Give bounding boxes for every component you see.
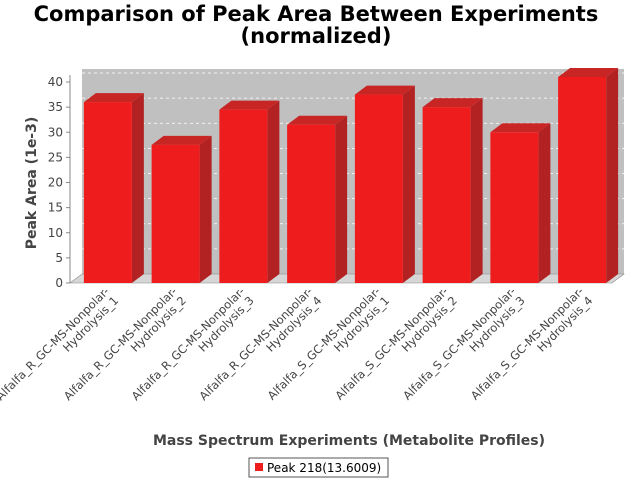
bar-front [83, 102, 132, 283]
bar [287, 115, 348, 284]
y-tick-label: 40 [48, 75, 63, 89]
bar-front [558, 76, 607, 283]
bar-front [354, 94, 403, 283]
bar-top [354, 85, 415, 95]
y-tick-label: 0 [55, 276, 63, 290]
y-axis-ticks: 0 5 10 15 20 25 30 35 40 [48, 75, 70, 290]
bar [151, 135, 212, 283]
bar-top [490, 123, 551, 133]
bars [83, 67, 619, 284]
x-tick-label: Alfalfa_R_GC-MS-Nonpolar-Hydrolysis_3 [129, 284, 257, 412]
bar-side [267, 100, 280, 283]
legend-box [248, 457, 389, 478]
bar [422, 98, 483, 283]
bar-side [199, 135, 212, 283]
y-tick-label: 20 [48, 176, 63, 190]
bar [558, 67, 619, 283]
bar-front [490, 132, 539, 283]
y-axis-label: Peak Area (1e-3) [24, 117, 40, 250]
bar-top [558, 67, 619, 77]
bar-front [422, 107, 471, 283]
x-axis-label: Mass Spectrum Experiments (Metabolite Pr… [153, 433, 545, 449]
bar-top [151, 135, 212, 145]
chart-title: Comparison of Peak Area Between Experime… [34, 2, 599, 26]
legend: Peak 218(13.6009) [248, 457, 389, 478]
bar-side [470, 98, 483, 283]
legend-label: Peak 218(13.6009) [267, 461, 381, 475]
bar-top [219, 100, 280, 110]
bar-side [538, 123, 551, 283]
bar [490, 123, 551, 283]
x-tick-label: Alfalfa_R_GC-MS-Nonpolar-Hydrolysis_2 [61, 284, 189, 412]
bar-front [287, 124, 336, 284]
bar-top [422, 98, 483, 108]
y-tick-label: 35 [48, 100, 63, 114]
legend-swatch-peak-218 [255, 463, 263, 471]
x-tick-label: Alfalfa_S_GC-MS-Nonpolar-Hydrolysis_1 [265, 284, 393, 412]
x-tick-label: Alfalfa_S_GC-MS-Nonpolar-Hydrolysis_2 [332, 284, 460, 412]
x-axis-categories: Alfalfa_R_GC-MS-Nonpolar-Hydrolysis_1Alf… [0, 284, 596, 412]
bar [354, 85, 415, 283]
chart-subtitle: (normalized) [241, 24, 392, 48]
x-tick-label: Alfalfa_S_GC-MS-Nonpolar-Hydrolysis_4 [468, 284, 596, 412]
x-tick-label: Alfalfa_S_GC-MS-Nonpolar-Hydrolysis_3 [400, 284, 528, 412]
bar-front [219, 109, 268, 283]
bar-side [335, 115, 348, 284]
y-tick-label: 30 [48, 125, 63, 139]
x-tick-label: Alfalfa_R_GC-MS-Nonpolar-Hydrolysis_4 [196, 284, 324, 412]
y-tick-label: 15 [48, 201, 63, 215]
bar-side [606, 67, 619, 283]
bar-top [287, 115, 348, 125]
bar [83, 93, 144, 283]
bar-side [131, 93, 144, 283]
bar-top [83, 93, 144, 103]
y-tick-label: 25 [48, 150, 63, 164]
bar [219, 100, 280, 283]
bar-front [151, 144, 200, 283]
y-tick-label: 10 [48, 226, 63, 240]
bar-side [402, 85, 415, 283]
y-tick-label: 5 [55, 251, 63, 265]
